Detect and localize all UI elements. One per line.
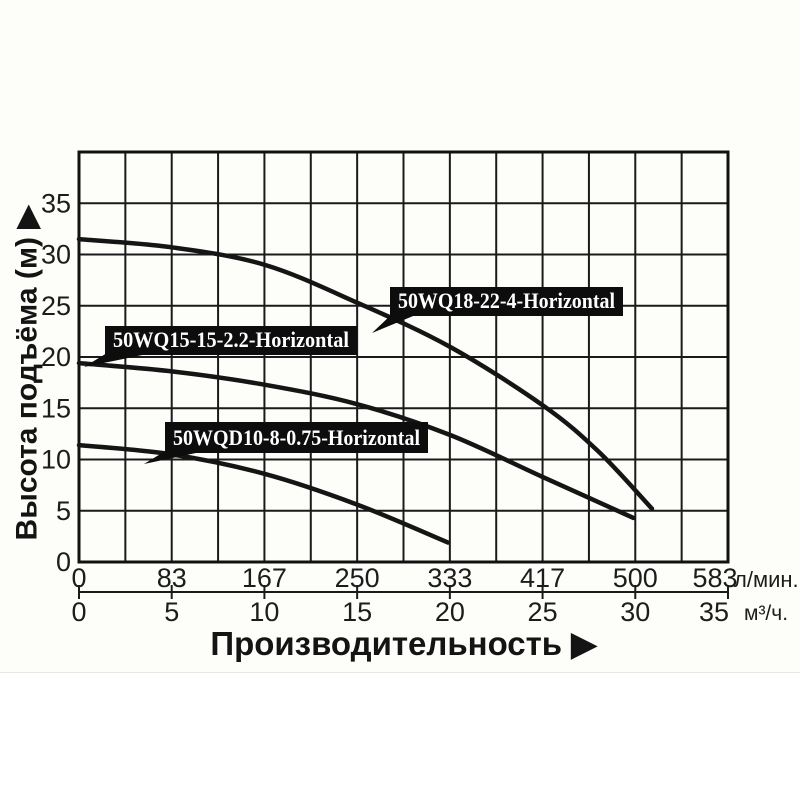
y-tick-label: 5 — [56, 496, 71, 526]
x-tick-label-lmin: 583 — [692, 563, 737, 593]
x-axis-unit-lmin: л/мин. — [734, 567, 799, 592]
curve-50WQD10-8-0.75-Horizontal — [76, 442, 451, 545]
curve-label-tail-50WQ18-22-4-Horizontal — [372, 314, 418, 333]
y-tick-label: 10 — [41, 445, 71, 475]
x-tick-label-lmin: 167 — [242, 563, 287, 593]
x-tick-label-lmin: 500 — [613, 563, 658, 593]
y-axis-title-text: Высота подъёма (м) ▶ — [10, 205, 44, 541]
x-tick-label-m3h: 10 — [249, 597, 279, 627]
curve-label-text-50WQD10-8-0.75-Horizontal: 50WQD10-8-0.75-Horizontal — [173, 425, 420, 450]
curve-label-text-50WQ15-15-2.2-Horizontal: 50WQ15-15-2.2-Horizontal — [113, 327, 349, 352]
y-tick-label: 35 — [41, 188, 71, 218]
x-tick-label-lmin: 417 — [520, 563, 565, 593]
x-tick-label-lmin: 0 — [71, 563, 86, 593]
y-tick-label: 30 — [41, 240, 71, 270]
x-axis-unit-m3h: м³/ч. — [744, 602, 788, 625]
plot-border — [77, 150, 730, 564]
x-tick-label-m3h: 15 — [342, 597, 372, 627]
x-tick-label-lmin: 83 — [157, 563, 187, 593]
y-tick-label: 25 — [41, 291, 71, 321]
curve-50WQ18-22-4-Horizontal — [76, 236, 655, 511]
curve-label-tail-50WQD10-8-0.75-Horizontal — [144, 450, 210, 464]
curve-label-box-50WQD10-8-0.75-Horizontal — [165, 422, 428, 453]
x-axis-title: Производительность ▶ — [79, 624, 728, 663]
x-tick-label-lmin: 333 — [427, 563, 472, 593]
x-tick-label-m3h: 0 — [71, 597, 86, 627]
curve-label-box-50WQ18-22-4-Horizontal — [390, 287, 623, 316]
y-tick-label: 0 — [56, 547, 71, 577]
x-tick-label-lmin: 250 — [335, 563, 380, 593]
curve-label-text-50WQ18-22-4-Horizontal: 50WQ18-22-4-Horizontal — [398, 288, 615, 313]
curve-label-tail-50WQ15-15-2.2-Horizontal — [84, 353, 152, 367]
x-axis-title-text: Производительность ▶ — [210, 625, 597, 662]
x-tick-label-m3h: 20 — [435, 597, 465, 627]
y-axis-title: Высота подъёма (м) ▶ — [10, 206, 45, 541]
x-tick-label-m3h: 30 — [620, 597, 650, 627]
x-tick-label-m3h: 5 — [164, 597, 179, 627]
y-tick-label: 15 — [41, 393, 71, 423]
x-tick-label-m3h: 25 — [528, 597, 558, 627]
x-tick-label-m3h: 35 — [699, 597, 729, 627]
curve-label-box-50WQ15-15-2.2-Horizontal — [105, 326, 357, 355]
curve-50WQ15-15-2.2-Horizontal — [76, 360, 636, 521]
y-tick-label: 20 — [41, 342, 71, 372]
